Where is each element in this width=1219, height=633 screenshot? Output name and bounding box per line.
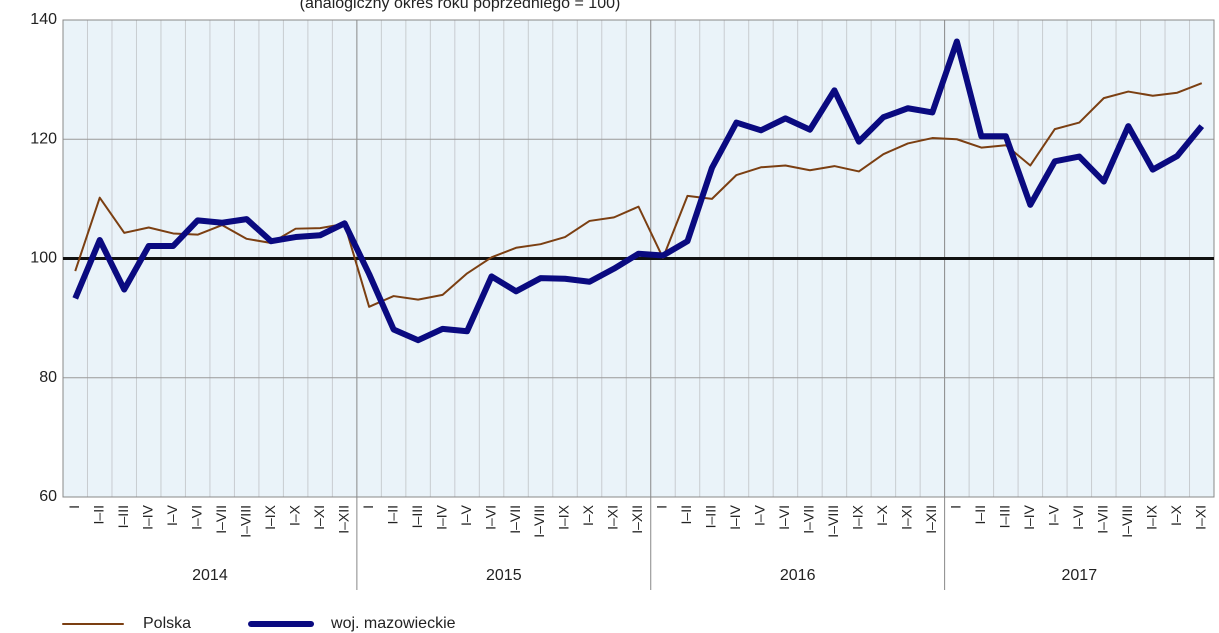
x-tick-label: I–IV	[1021, 504, 1037, 530]
y-tick-label: 100	[30, 250, 57, 267]
x-tick-label: I–VI	[482, 505, 498, 530]
x-tick-label: I–VI	[188, 505, 204, 530]
legend-label: Polska	[143, 615, 191, 632]
x-tick-label: I–X	[580, 504, 596, 526]
x-tick-label: I–III	[115, 505, 131, 528]
y-tick-label: 60	[39, 488, 57, 505]
x-tick-label: I–V	[1046, 504, 1062, 526]
x-tick-label: I–XI	[311, 505, 327, 530]
x-tick-label: I–VII	[213, 505, 229, 534]
year-label: 2015	[486, 567, 522, 584]
x-tick-label: I–IX	[1143, 504, 1159, 530]
y-tick-label: 120	[30, 130, 57, 147]
year-label: 2017	[1062, 567, 1098, 584]
x-tick-label: I–II	[972, 505, 988, 524]
x-tick-label: I–VII	[507, 505, 523, 534]
y-tick-label: 140	[30, 11, 57, 28]
x-tick-label: I–VI	[776, 505, 792, 530]
x-tick-label: I	[360, 505, 376, 509]
x-tick-label: I–XI	[605, 505, 621, 530]
x-tick-label: I–IX	[262, 504, 278, 530]
x-tick-label: I–II	[384, 505, 400, 524]
x-tick-label: I–VIII	[531, 505, 547, 538]
x-tick-label: I–III	[703, 505, 719, 528]
x-tick-label: I–II	[678, 505, 694, 524]
x-tick-label: I–XII	[629, 505, 645, 534]
x-tick-label: I–V	[752, 504, 768, 526]
x-tick-label: I–VIII	[1119, 505, 1135, 538]
legend-label: woj. mazowieckie	[330, 615, 456, 632]
x-tick-label: I–IV	[433, 504, 449, 530]
x-tick-label: I–II	[90, 505, 106, 524]
x-tick-label: I–XII	[923, 505, 939, 534]
x-tick-label: I	[66, 505, 82, 509]
chart-subtitle: (analogiczny okres roku poprzedniego = 1…	[300, 0, 621, 12]
x-tick-label: I–VII	[801, 505, 817, 534]
x-tick-label: I–XI	[899, 505, 915, 530]
year-label: 2016	[780, 567, 816, 584]
x-tick-label: I–IX	[850, 504, 866, 530]
x-tick-label: I–XII	[335, 505, 351, 534]
x-tick-label: I–X	[874, 504, 890, 526]
x-tick-label: I–VI	[1070, 505, 1086, 530]
x-tick-label: I	[654, 505, 670, 509]
y-tick-label: 80	[39, 369, 57, 386]
x-tick-label: I–IV	[139, 504, 155, 530]
x-tick-label: I	[948, 505, 964, 509]
x-tick-label: I–VIII	[825, 505, 841, 538]
x-tick-label: I–IX	[556, 504, 572, 530]
series-line	[72, 38, 1205, 344]
x-tick-label: I–VIII	[237, 505, 253, 538]
x-tick-label: I–III	[409, 505, 425, 528]
year-label: 2014	[192, 567, 228, 584]
x-tick-label: I–VII	[1095, 505, 1111, 534]
x-tick-label: I–V	[458, 504, 474, 526]
x-tick-label: I–III	[997, 505, 1013, 528]
x-tick-label: I–IV	[727, 504, 743, 530]
x-tick-label: I–XI	[1192, 505, 1208, 530]
x-tick-label: I–V	[164, 504, 180, 526]
x-tick-label: I–X	[286, 504, 302, 526]
x-tick-label: I–X	[1168, 504, 1184, 526]
